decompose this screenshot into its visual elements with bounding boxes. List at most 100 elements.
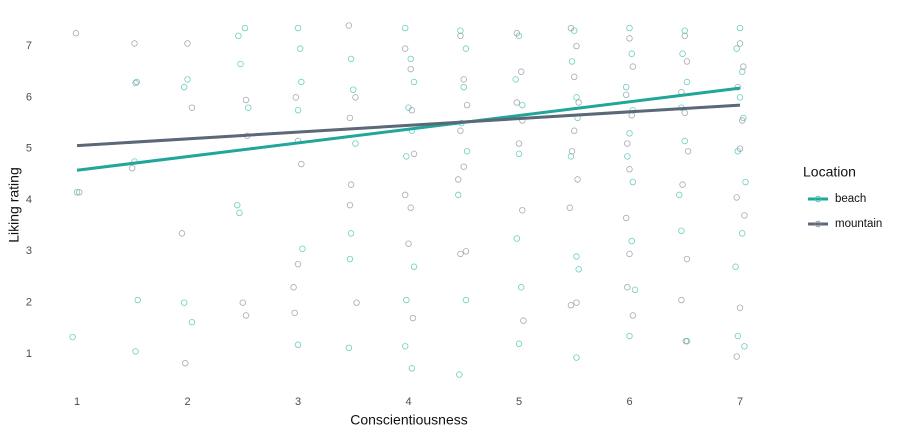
legend-title: Location [803,164,856,180]
fit-line [76,103,741,148]
point [131,40,138,47]
y-tick-label: 6 [26,91,32,103]
point [291,309,298,317]
point [567,153,575,160]
point [575,99,582,106]
point [518,68,525,75]
point [631,286,639,294]
point [733,194,740,201]
point [519,101,526,109]
point [513,99,520,106]
point [679,50,686,57]
point [297,45,304,52]
point [407,204,414,211]
point [403,153,410,160]
point [72,30,80,37]
point [347,55,355,63]
point [401,45,409,52]
point [236,209,243,217]
point [180,83,188,91]
point [626,166,633,173]
point [346,114,354,122]
point [573,253,580,260]
point [401,191,409,199]
point [405,240,412,247]
point [69,333,76,341]
x-tick-label: 5 [516,396,522,408]
point [513,235,520,242]
y-axis-title: Liking rating [6,167,22,243]
y-tick-label: 3 [26,245,32,257]
point [568,58,576,65]
point [245,104,252,111]
point [456,371,463,378]
point [457,250,464,258]
legend-key-point [814,220,822,228]
point [684,148,692,155]
fit-line [76,86,741,172]
point [409,314,417,322]
point [352,140,359,147]
point [741,212,748,219]
point [626,332,633,340]
point [573,94,580,101]
point [732,263,739,270]
point [462,248,470,255]
x-tick-label: 4 [405,396,411,408]
point [178,230,186,237]
point [629,312,637,319]
point [347,181,355,188]
point [679,181,686,188]
point [736,40,744,47]
point [573,299,580,306]
point [410,150,418,158]
point [519,207,526,214]
point [73,189,81,196]
y-tick-label: 5 [26,143,32,155]
point [237,60,244,68]
point [460,83,467,91]
point [241,24,249,32]
point [624,284,631,291]
point [628,50,635,57]
point [736,304,744,311]
point [460,76,467,83]
x-tick-label: 2 [184,396,190,408]
y-tick-label: 2 [26,297,32,309]
point [736,94,744,101]
point [515,340,523,347]
point [739,117,746,124]
point [132,348,139,355]
point [345,22,353,29]
point [683,78,691,86]
point [626,250,633,258]
point [622,214,630,222]
point [683,255,691,263]
point [740,63,747,70]
point [239,299,246,306]
point [294,341,302,348]
point [573,42,580,50]
point [350,86,357,93]
point [294,260,302,268]
point [410,78,418,86]
point [290,284,297,291]
point [622,83,630,91]
point [346,201,354,209]
x-tick-label: 3 [295,396,301,408]
point [129,164,136,172]
point [734,332,741,340]
point [513,30,520,37]
point [298,160,305,168]
point [76,189,83,196]
point [736,24,744,32]
point [353,299,360,306]
point [347,230,355,237]
point [401,343,409,350]
point [352,94,359,101]
point [242,96,250,104]
point [676,191,683,199]
x-axis-title: Conscientiousness [350,412,468,428]
point [292,94,299,101]
point [407,55,414,63]
